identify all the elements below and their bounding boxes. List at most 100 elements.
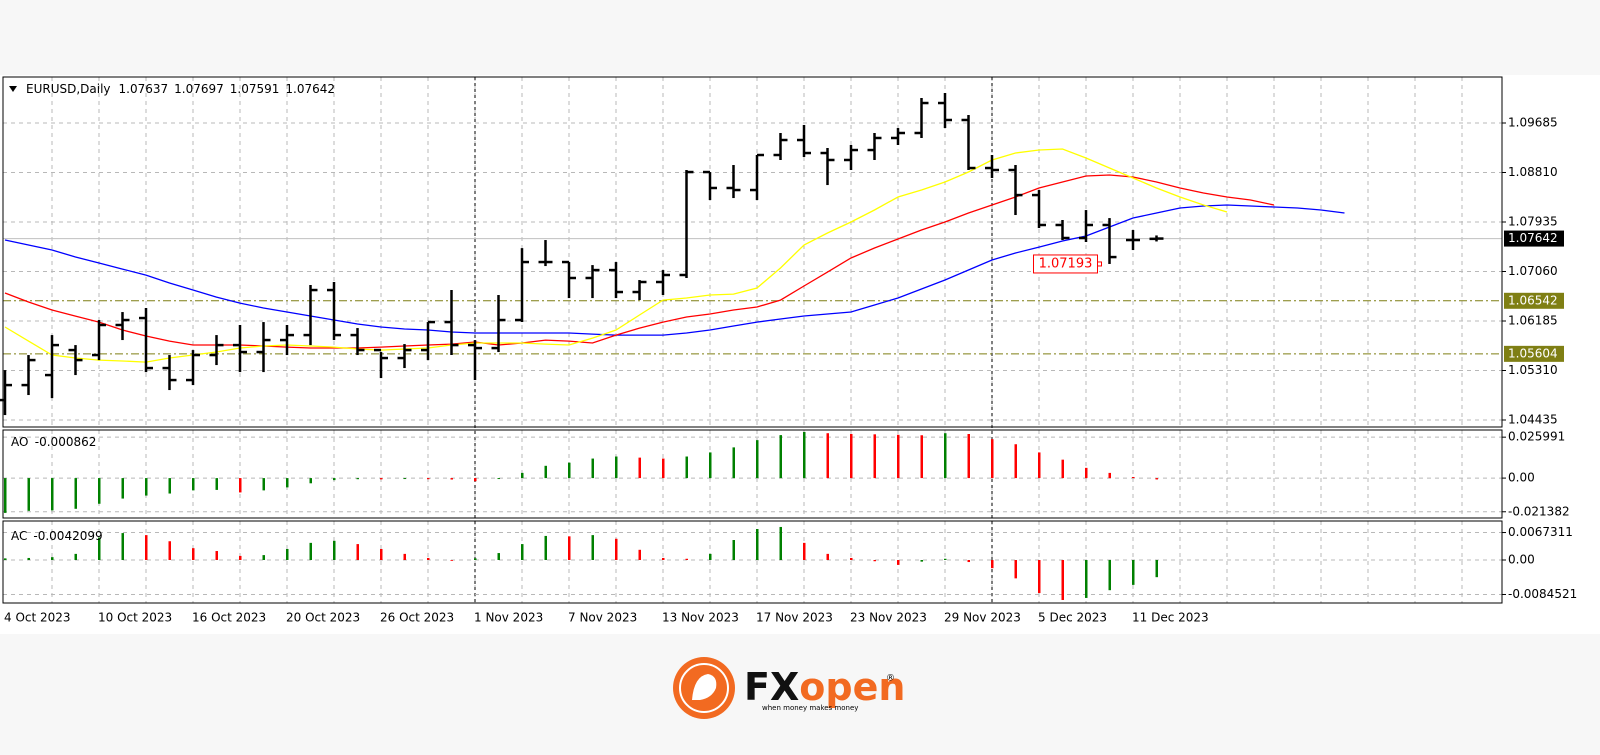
histogram-bar (98, 537, 101, 561)
histogram-bar (826, 433, 829, 479)
histogram-bar (403, 478, 406, 480)
logo-tagline: when money makes money (762, 704, 858, 712)
x-tick-label: 10 Oct 2023 (98, 611, 172, 625)
histogram-bar (1085, 560, 1088, 598)
logo-registered: ® (886, 674, 895, 684)
y-tick-label: 1.07060 (1508, 264, 1558, 278)
histogram-bar (803, 431, 806, 479)
histogram-bar (803, 542, 806, 561)
histogram-bar (74, 478, 77, 509)
histogram-bar (615, 538, 618, 561)
histogram-bar (286, 548, 289, 561)
histogram-bar (638, 549, 641, 561)
histogram-bar (239, 555, 242, 561)
histogram-bar (51, 557, 54, 561)
histogram-bar (1108, 560, 1111, 591)
y-tick-label: 1.05310 (1508, 363, 1558, 377)
x-tick-label: 5 Dec 2023 (1038, 611, 1107, 625)
histogram-bar (215, 478, 218, 490)
histogram-bar (27, 557, 30, 561)
open-value: 1.07637 (119, 82, 169, 96)
histogram-bar (192, 478, 195, 491)
histogram-bar (1061, 459, 1064, 479)
histogram-bar (662, 458, 665, 479)
y-tick-label: 1.07935 (1508, 214, 1558, 228)
logo-icon-shape (692, 674, 717, 700)
histogram-bar (497, 553, 500, 561)
histogram-bar (497, 478, 500, 480)
x-tick-label: 7 Nov 2023 (568, 611, 637, 625)
histogram-bar (380, 548, 383, 561)
y-tick-label: 1.08810 (1508, 165, 1558, 179)
ac-panel-frame (2, 520, 1503, 604)
histogram-bar (685, 456, 688, 479)
histogram-bar (850, 434, 853, 479)
chart-background (0, 75, 1600, 634)
level-label: 1.06542 (1508, 293, 1558, 307)
histogram-bar (427, 478, 430, 480)
histogram-bar (544, 465, 547, 479)
y-tick-label: 0.00 (1508, 471, 1535, 485)
x-tick-label: 26 Oct 2023 (380, 611, 454, 625)
ao-name: AO (11, 435, 29, 449)
histogram-bar (521, 544, 524, 561)
histogram-bar (1038, 452, 1041, 479)
x-tick-label: 11 Dec 2023 (1132, 611, 1209, 625)
price-annotation-marker (1097, 261, 1102, 267)
histogram-bar (309, 478, 312, 484)
histogram-bar (779, 526, 782, 561)
histogram-bar (1155, 478, 1158, 480)
symbol-header: EURUSD,Daily 1.07637 1.07697 1.07591 1.07642 (26, 82, 335, 96)
logo-fx: FX (744, 665, 799, 709)
level-label: 1.05604 (1508, 346, 1558, 360)
current-price-label: 1.07642 (1508, 231, 1558, 245)
histogram-bar (732, 447, 735, 479)
y-tick-label: -0.0084521 (1508, 587, 1577, 601)
histogram-bar (544, 535, 547, 561)
level-label-box (1504, 292, 1564, 309)
x-tick-label: 23 Nov 2023 (850, 611, 927, 625)
histogram-bar (591, 458, 594, 479)
low-value: 1.07591 (230, 82, 280, 96)
x-tick-label: 13 Nov 2023 (662, 611, 739, 625)
histogram-bar (615, 456, 618, 479)
symbol: EURUSD,Daily (26, 82, 111, 96)
histogram-bar (897, 434, 900, 479)
histogram-bar (309, 542, 312, 561)
histogram-bar (638, 457, 641, 479)
histogram-bar (568, 462, 571, 479)
logo[interactable]: FXopen ® when money makes money (673, 657, 905, 719)
histogram-bar (403, 553, 406, 561)
histogram-bar (709, 452, 712, 479)
y-tick-label: 0.025991 (1508, 430, 1565, 444)
x-tick-label: 17 Nov 2023 (756, 611, 833, 625)
histogram-bar (239, 478, 242, 493)
x-tick-label: 29 Nov 2023 (944, 611, 1021, 625)
histogram-bar (121, 478, 124, 499)
x-tick-label: 16 Oct 2023 (192, 611, 266, 625)
y-tick-label: 0.00 (1508, 553, 1535, 567)
histogram-bar (1085, 467, 1088, 479)
histogram-bar (51, 478, 54, 511)
histogram-bar (474, 478, 477, 482)
histogram-bar (333, 540, 336, 561)
histogram-bar (1038, 560, 1041, 594)
level-label-box (1504, 345, 1564, 362)
histogram-bar (732, 540, 735, 561)
ac-header: AC -0.0042099 (11, 529, 103, 543)
histogram-bar (27, 478, 30, 511)
current-price-box (1504, 230, 1564, 247)
high-value: 1.07697 (174, 82, 224, 96)
histogram-bar (474, 558, 477, 561)
histogram-bar (356, 478, 359, 480)
histogram-bar (145, 535, 148, 561)
ac-name: AC (11, 529, 27, 543)
symbol-menu-arrow[interactable] (9, 86, 17, 92)
histogram-bar (450, 560, 453, 561)
histogram-bar (427, 557, 430, 561)
histogram-bar (991, 560, 994, 569)
x-tick-label: 4 Oct 2023 (4, 611, 71, 625)
y-tick-label: 1.06185 (1508, 313, 1558, 327)
alligator-line (4, 204, 1345, 336)
